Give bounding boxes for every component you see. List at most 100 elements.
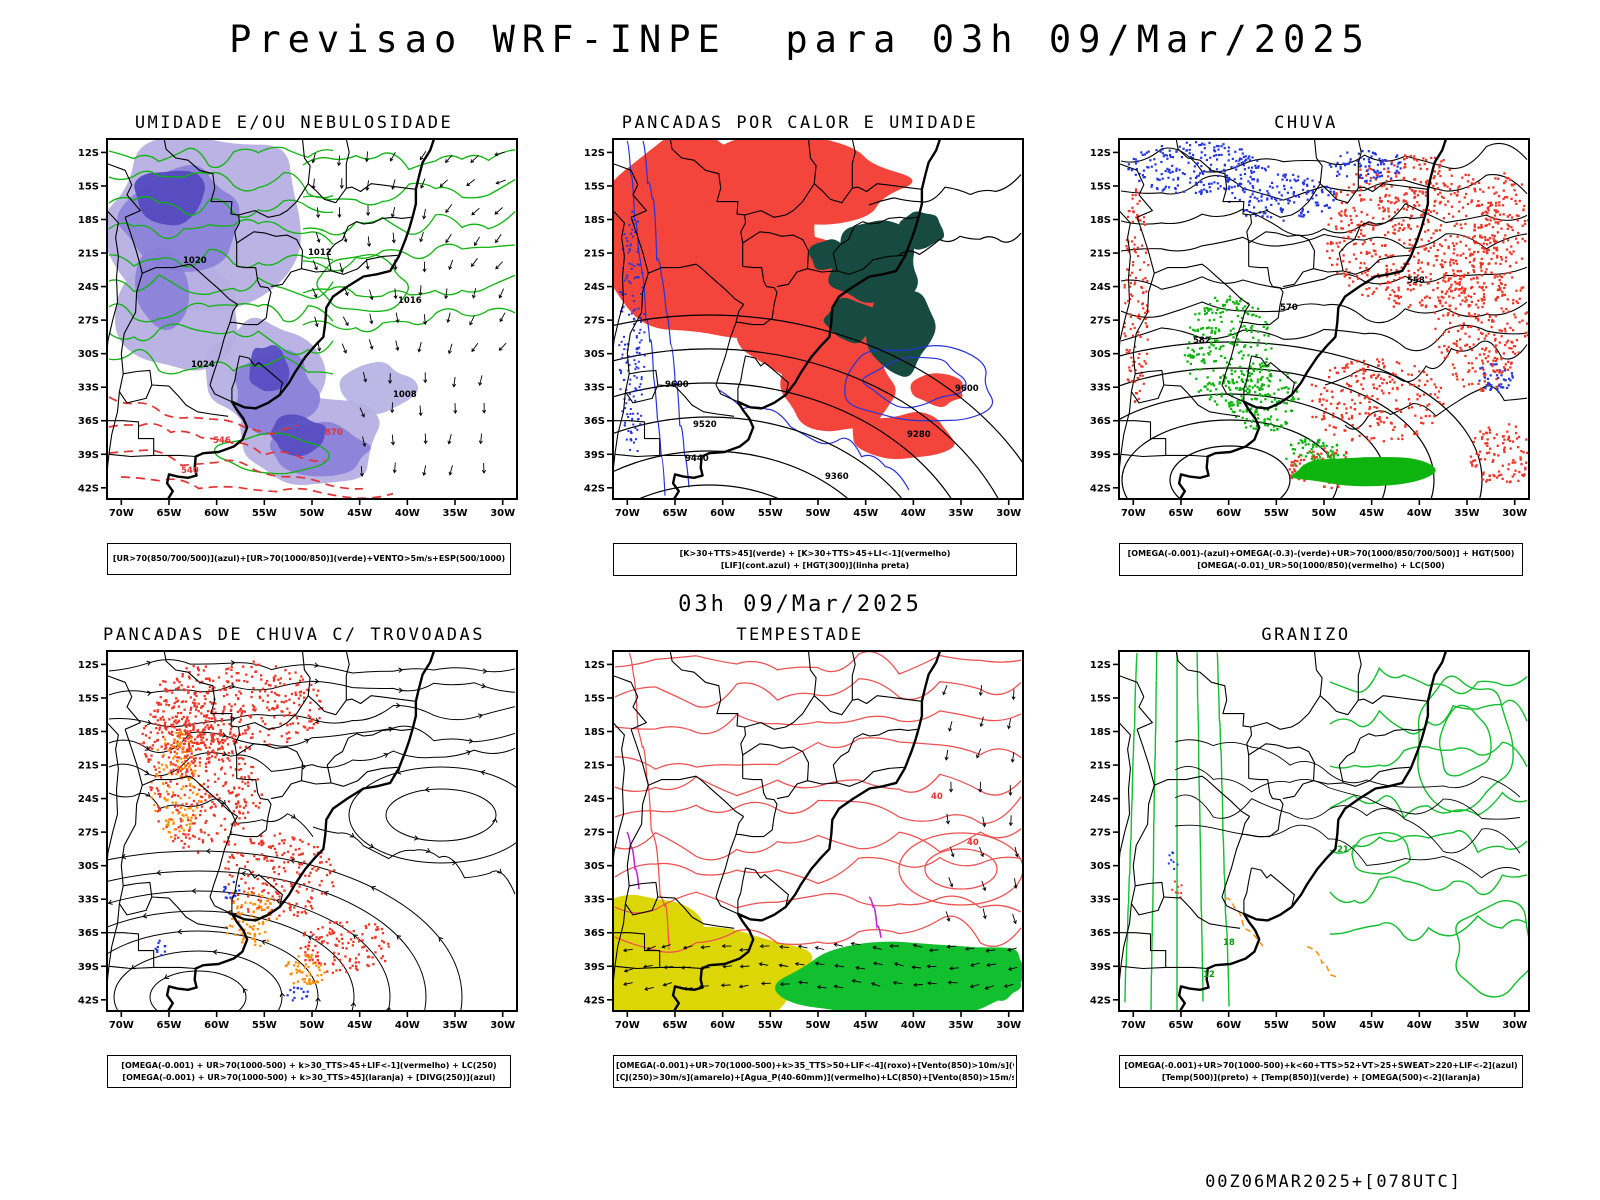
panel-title-granizo: GRANIZO — [1261, 625, 1351, 645]
svg-text:27S: 27S — [584, 828, 605, 839]
svg-text:30W: 30W — [1502, 1020, 1527, 1031]
legend-line: [CJ(250)>30m/s](amarelo)+[Agua_P(40-60mm… — [616, 1072, 1014, 1082]
svg-text:12S: 12S — [1090, 148, 1111, 159]
svg-text:870: 870 — [325, 428, 343, 438]
svg-text:36S: 36S — [1090, 928, 1111, 939]
svg-text:24S: 24S — [1090, 794, 1111, 805]
legend-line: [OMEGA(-0.001) + UR>70(1000-500) + k>30_… — [121, 1061, 497, 1070]
svg-text:60W: 60W — [204, 508, 229, 519]
axis-labels: 12S 15S 18S 21S 24S 27S 30S 33S 36S 39S 42S 70W 65W 6… — [78, 148, 515, 519]
field-overlay-layer — [1124, 651, 1529, 1011]
legend-line: [OMEGA(-0.001)+UR>70(1000-500)+k>35_TTS>… — [616, 1061, 1014, 1070]
svg-text:33S: 33S — [584, 383, 605, 394]
svg-text:21S: 21S — [584, 249, 605, 260]
svg-text:35W: 35W — [1455, 1020, 1480, 1031]
svg-text:1016: 1016 — [398, 296, 422, 306]
legend-box-tempestade: [OMEGA(-0.001)+UR>70(1000-500)+k>35_TTS>… — [613, 1055, 1017, 1088]
svg-text:30W: 30W — [996, 1020, 1021, 1031]
svg-text:546: 546 — [213, 436, 231, 446]
legend-line: [OMEGA(-0.01)_UR>50(1000/850)(vermelho) … — [1197, 560, 1445, 570]
svg-text:33S: 33S — [1090, 383, 1111, 394]
svg-text:40W: 40W — [1407, 508, 1432, 519]
svg-text:15S: 15S — [78, 693, 99, 704]
svg-text:30W: 30W — [996, 508, 1021, 519]
panel-umidade: UMIDADE E/OU NEBULOSIDADE 12S 15S 18S 21S 24S… — [59, 113, 529, 575]
svg-text:42S: 42S — [78, 483, 99, 494]
svg-text:27S: 27S — [1090, 316, 1111, 327]
svg-text:55W: 55W — [252, 1020, 277, 1031]
svg-text:12S: 12S — [78, 148, 99, 159]
contour-value-labels: 40 40 — [931, 792, 979, 848]
svg-text:12S: 12S — [78, 660, 99, 671]
coastline-borders-layer — [613, 651, 942, 1011]
panel-granizo: GRANIZO 12S 15S 18S 21S 24S 27S 30S 33S 36S 39S 42S… — [1071, 625, 1541, 1088]
svg-text:15S: 15S — [584, 693, 605, 704]
panel-title-trovoadas: PANCADAS DE CHUVA C/ TROVOADAS — [102, 625, 486, 645]
svg-text:21S: 21S — [78, 249, 99, 260]
svg-text:12S: 12S — [584, 148, 605, 159]
svg-text:50W: 50W — [806, 1020, 831, 1031]
panel-title-chuva: CHUVA — [1274, 113, 1338, 133]
svg-text:9360: 9360 — [825, 472, 849, 482]
field-overlay-layer — [613, 651, 1023, 1011]
svg-text:33S: 33S — [78, 895, 99, 906]
svg-text:33S: 33S — [1090, 895, 1111, 906]
svg-text:21: 21 — [1337, 845, 1349, 855]
svg-text:9520: 9520 — [693, 420, 717, 430]
svg-text:55W: 55W — [1264, 1020, 1289, 1031]
svg-text:65W: 65W — [663, 508, 688, 519]
coastline-borders-layer — [107, 651, 436, 1011]
svg-text:21S: 21S — [1090, 761, 1111, 772]
contour-value-labels: 12 18 21 — [1203, 845, 1349, 980]
coastline-borders-layer — [107, 139, 436, 499]
svg-text:39S: 39S — [78, 962, 99, 973]
svg-text:36S: 36S — [584, 416, 605, 427]
svg-text:12: 12 — [1203, 970, 1215, 980]
svg-text:1024: 1024 — [191, 360, 215, 370]
svg-text:24S: 24S — [78, 282, 99, 293]
svg-text:39S: 39S — [584, 962, 605, 973]
svg-text:40W: 40W — [1407, 1020, 1432, 1031]
svg-text:18: 18 — [1223, 938, 1235, 948]
svg-text:42S: 42S — [584, 483, 605, 494]
map-trovoadas: 12S 15S 18S 21S 24S 27S 30S 33S 36S 39S 42S 70W 65W 6… — [78, 650, 518, 1031]
svg-text:40W: 40W — [901, 1020, 926, 1031]
svg-text:45W: 45W — [347, 1020, 372, 1031]
svg-text:36S: 36S — [78, 928, 99, 939]
svg-text:35W: 35W — [443, 1020, 468, 1031]
svg-text:50W: 50W — [300, 1020, 325, 1031]
field-overlay-layer — [1119, 141, 1529, 499]
svg-text:30W: 30W — [490, 1020, 515, 1031]
panel-row-bottom: PANCADAS DE CHUVA C/ TROVOADAS 12S 15S 18S 2… — [0, 625, 1600, 1088]
axis-labels: 12S 15S 18S 21S 24S 27S 30S 33S 36S 39S 42S 70W 65W 6… — [584, 660, 1021, 1031]
svg-text:9280: 9280 — [907, 430, 931, 440]
svg-text:30W: 30W — [490, 508, 515, 519]
svg-text:36S: 36S — [584, 928, 605, 939]
svg-text:60W: 60W — [1216, 1020, 1241, 1031]
svg-text:30W: 30W — [1502, 508, 1527, 519]
svg-text:55W: 55W — [252, 508, 277, 519]
svg-text:45W: 45W — [1359, 508, 1384, 519]
svg-text:15S: 15S — [584, 181, 605, 192]
svg-text:27S: 27S — [78, 828, 99, 839]
svg-text:18S: 18S — [1090, 215, 1111, 226]
panel-title-pancadas_calor: PANCADAS POR CALOR E UMIDADE — [621, 113, 979, 133]
legend-box-granizo: [OMEGA(-0.001)+UR>70(1000-500)+k<60+TTS>… — [1119, 1055, 1523, 1088]
svg-text:33S: 33S — [78, 383, 99, 394]
svg-text:45W: 45W — [1359, 1020, 1384, 1031]
legend-line: [K>30+TTS>45](verde) + [K>30+TTS>45+LI<-… — [679, 549, 951, 558]
model-run-label: 00Z06MAR2025+[078UTC] — [1205, 1172, 1462, 1192]
svg-text:45W: 45W — [853, 508, 878, 519]
coastline-borders-layer — [1119, 139, 1448, 499]
legend-line: [Temp(500)](preto) + [Temp(850)](verde) … — [1161, 1072, 1481, 1082]
legend-line: [UR>70(850/700/500)](azul)+[UR>70(1000/8… — [112, 554, 506, 564]
page-title: Previsao WRF-INPE para 03h 09/Mar/2025 — [229, 18, 1371, 61]
svg-text:65W: 65W — [663, 1020, 688, 1031]
svg-text:1020: 1020 — [183, 256, 207, 266]
panel-row-top: UMIDADE E/OU NEBULOSIDADE 12S 15S 18S 21S 24S… — [0, 113, 1600, 576]
panel-title-umidade: UMIDADE E/OU NEBULOSIDADE — [134, 113, 454, 133]
svg-text:60W: 60W — [710, 508, 735, 519]
svg-text:30S: 30S — [1090, 861, 1111, 872]
valid-time-label: 03h 09/Mar/2025 — [678, 592, 922, 617]
